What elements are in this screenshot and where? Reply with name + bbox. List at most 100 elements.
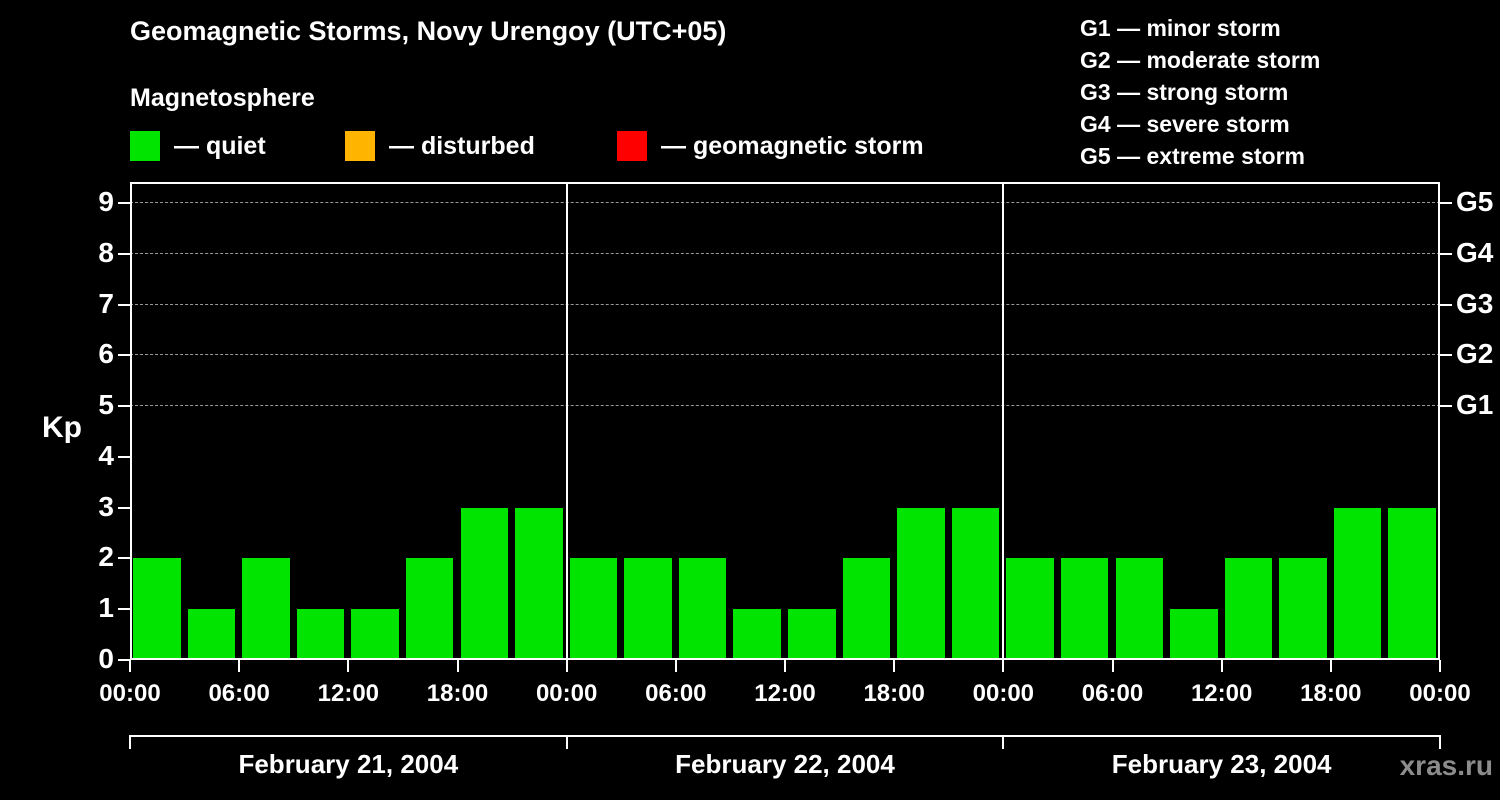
g-axis-tick (1440, 202, 1452, 204)
y-tick-label: 3 (98, 490, 114, 522)
date-label: February 23, 2004 (1111, 749, 1332, 779)
date-boundary-tick (1002, 735, 1005, 749)
kp-bar (1333, 507, 1382, 660)
x-axis-tick (893, 660, 896, 672)
kp-bar (1115, 558, 1164, 660)
y-axis-tick (118, 202, 130, 204)
y-axis-label: Kp (42, 411, 82, 444)
date-label: February 22, 2004 (675, 749, 895, 779)
kp-bar (460, 507, 509, 660)
g-level-label: G1 (1456, 389, 1494, 421)
x-tick-label: 12:00 (317, 680, 380, 707)
x-tick-label: 00:00 (972, 680, 1035, 707)
chart-title: Geomagnetic Storms, Novy Urengoy (UTC+05… (130, 16, 727, 46)
gridline-kp5 (130, 405, 1440, 407)
x-axis-tick (565, 660, 568, 672)
g-axis-tick (1440, 252, 1452, 255)
x-tick-label: 18:00 (426, 680, 489, 707)
gridline-kp6 (130, 354, 1440, 356)
legend-heading: Magnetosphere (130, 84, 315, 112)
kp-bar (678, 558, 727, 660)
y-tick-label: 8 (98, 236, 114, 268)
x-axis-tick (129, 660, 131, 672)
y-axis-tick (118, 659, 130, 661)
kp-bar (405, 558, 454, 660)
y-tick-label: 4 (98, 439, 114, 471)
kp-bar (1170, 609, 1218, 660)
y-tick-label: 5 (98, 389, 114, 421)
kp-bar (1388, 507, 1436, 660)
legend-label-quiet: — quiet (174, 131, 266, 160)
y-tick-label: 2 (98, 541, 114, 573)
g1-legend-line: G1 — minor storm (1080, 15, 1281, 41)
x-axis-tick (1002, 660, 1005, 672)
x-tick-label: 18:00 (1300, 680, 1362, 707)
g-axis-tick (1440, 354, 1452, 357)
g-axis-tick (1440, 303, 1452, 306)
y-axis-tick (118, 252, 130, 255)
x-tick-label: 12:00 (754, 680, 816, 707)
x-axis-tick (347, 660, 350, 672)
g-axis-tick (1440, 405, 1452, 408)
y-axis-tick (118, 354, 130, 357)
x-tick-label: 06:00 (208, 680, 270, 707)
y-axis-tick (118, 303, 130, 306)
x-axis-tick (784, 660, 786, 672)
x-axis-tick (1439, 660, 1441, 672)
kp-bar (1006, 558, 1054, 660)
date-boundary-tick (129, 735, 131, 749)
kp-bar (951, 507, 1000, 660)
legend-label-storm: — geomagnetic storm (661, 131, 924, 160)
kp-bar (351, 609, 399, 660)
x-axis-tick (238, 660, 241, 672)
kp-bar (569, 558, 618, 660)
y-tick-label: 1 (98, 592, 114, 624)
kp-bar (788, 609, 836, 660)
kp-bar (187, 609, 236, 660)
kp-bar (1279, 558, 1327, 660)
day-separator (565, 182, 568, 660)
kp-bar (842, 558, 891, 660)
kp-bar (624, 558, 672, 660)
g-level-label: G5 (1456, 186, 1494, 217)
disturbed-color-swatch (345, 131, 375, 161)
g-scale-legend: G1 — minor storm G2 — moderate storm G3 … (1080, 12, 1320, 172)
legend-item-disturbed: — disturbed (345, 131, 535, 161)
kp-bar (733, 609, 781, 660)
x-tick-label: 00:00 (535, 680, 598, 707)
y-axis-tick (118, 506, 130, 509)
gridline-kp7 (130, 303, 1440, 305)
x-tick-label: 06:00 (1081, 680, 1144, 707)
kp-bar (133, 558, 181, 660)
kp-bar (1224, 558, 1273, 660)
kp-bar (242, 558, 290, 660)
y-axis-tick (118, 405, 130, 408)
y-axis-tick (118, 455, 130, 458)
gridline-kp8 (130, 252, 1440, 254)
y-tick-label: 0 (98, 643, 114, 674)
x-tick-label: 06:00 (645, 680, 707, 707)
legend-item-quiet: — quiet (130, 131, 266, 161)
g3-legend-line: G3 — strong storm (1080, 79, 1289, 105)
g-level-label: G4 (1456, 236, 1494, 268)
kp-bar (296, 609, 345, 660)
kp-bar (515, 507, 563, 660)
g5-legend-line: G5 — extreme storm (1080, 143, 1305, 169)
g-level-label: G2 (1456, 338, 1494, 370)
y-tick-label: 7 (98, 287, 114, 319)
date-label: February 21, 2004 (238, 749, 459, 779)
gridline-kp9 (130, 202, 1440, 203)
y-axis-tick (118, 557, 130, 560)
x-tick-label: 00:00 (1409, 680, 1471, 707)
y-axis-tick (118, 608, 130, 611)
y-tick-label: 9 (98, 186, 114, 217)
kp-bar (897, 507, 945, 660)
x-tick-label: 12:00 (1190, 680, 1253, 707)
g4-legend-line: G4 — severe storm (1080, 111, 1290, 137)
watermark: xras.ru (1399, 750, 1493, 781)
date-axis-line (130, 735, 1440, 737)
x-axis-tick (674, 660, 677, 672)
x-tick-label: 00:00 (99, 680, 161, 707)
x-axis-tick (456, 660, 459, 672)
